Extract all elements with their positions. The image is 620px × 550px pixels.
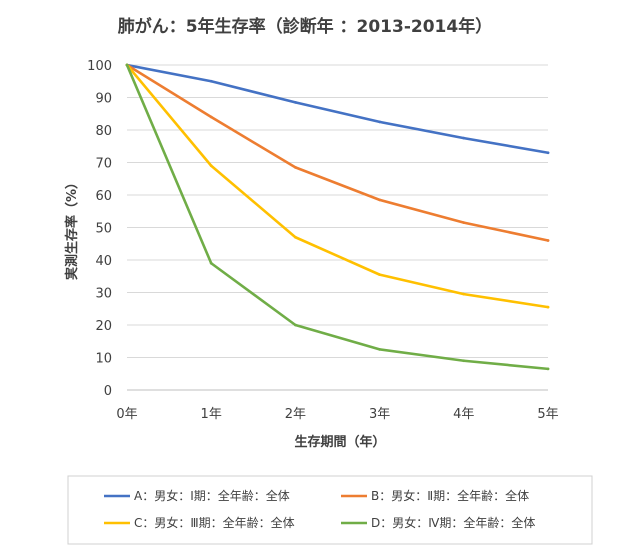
x-tick-label: 5年 — [537, 407, 558, 422]
y-tick-label: 70 — [95, 157, 112, 172]
data-point — [294, 165, 297, 169]
y-tick-label: 100 — [87, 59, 112, 74]
data-point — [294, 235, 297, 239]
series-line-b — [125, 63, 550, 242]
y-tick-label: 40 — [95, 254, 112, 269]
chart-title: 肺がん：5年生存率（診断年 ：2013-2014年） — [118, 16, 492, 37]
series-line-d — [125, 63, 550, 371]
data-point — [462, 221, 466, 225]
series-line-c — [125, 63, 550, 309]
data-point — [209, 164, 213, 168]
y-tick-label: 80 — [95, 124, 112, 139]
data-point — [209, 79, 213, 83]
data-point — [209, 261, 213, 265]
x-tick-label: 3年 — [369, 407, 390, 422]
legend-label: A：男女：Ⅰ期：全年齢：全体 — [134, 488, 290, 503]
data-point — [294, 100, 297, 104]
data-point — [546, 367, 550, 371]
data-point — [462, 292, 466, 296]
data-point — [546, 239, 550, 242]
series-line-a — [125, 63, 550, 155]
data-point — [462, 136, 466, 140]
x-tick-label: 1年 — [201, 407, 222, 422]
data-point — [546, 151, 550, 155]
x-tick-label: 2年 — [285, 407, 306, 422]
legend-label: D：男女：Ⅳ期：全年齢：全体 — [371, 515, 535, 530]
data-point — [209, 115, 213, 119]
data-point — [378, 198, 381, 202]
y-tick-label: 90 — [95, 92, 112, 107]
data-point — [546, 305, 550, 309]
legend-label: B：男女：Ⅱ期：全年齢：全体 — [371, 488, 529, 503]
legend-box — [67, 475, 593, 545]
data-point — [378, 273, 381, 277]
y-tick-label: 30 — [95, 287, 112, 302]
y-tick-label: 50 — [95, 222, 112, 237]
y-tick-label: 60 — [95, 189, 112, 204]
y-tick-label: 10 — [95, 352, 112, 367]
legend-label: C：男女：Ⅲ期：全年齢：全体 — [134, 515, 295, 530]
y-tick-label: 0 — [104, 384, 112, 399]
data-point — [125, 63, 129, 67]
y-axis-ticks: 0 10 20 30 40 50 60 70 80 90 100 — [87, 59, 112, 399]
data-point — [378, 120, 381, 124]
x-axis-label: 生存期間（年） — [294, 434, 385, 450]
data-point — [378, 347, 381, 351]
data-point — [294, 323, 297, 327]
y-axis-label: 実測生存率（%） — [64, 176, 80, 280]
data-point — [462, 359, 466, 363]
x-tick-label: 0年 — [116, 407, 137, 422]
x-tick-label: 4年 — [453, 407, 474, 422]
legend: A：男女：Ⅰ期：全年齢：全体 B：男女：Ⅱ期：全年齢：全体 C：男女：Ⅲ期：全年齢：… — [104, 488, 535, 530]
x-axis-ticks: 0年 1年 2年 3年 4年 5年 — [116, 407, 558, 422]
y-tick-label: 20 — [95, 319, 112, 334]
series-lines — [125, 63, 550, 371]
